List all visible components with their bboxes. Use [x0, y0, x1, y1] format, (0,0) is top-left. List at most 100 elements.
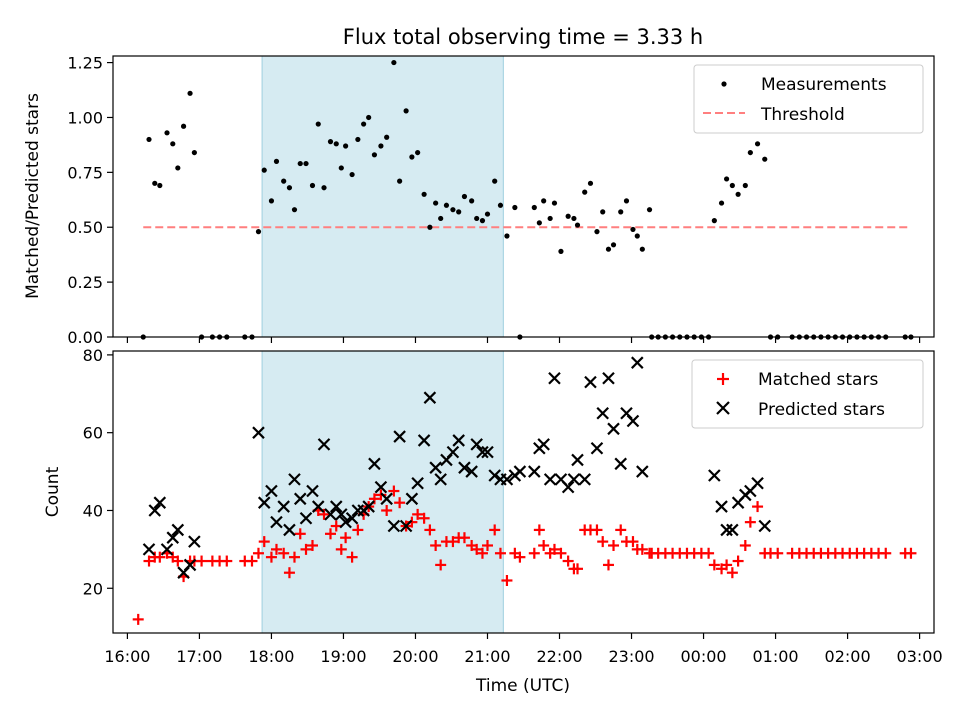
measurement-point	[409, 154, 415, 160]
measurement-point	[273, 158, 280, 164]
top-panel: 0.00 0.25 0.50 0.75 1.00 1.25 Matched/Predict…	[23, 54, 935, 347]
matched-point	[388, 485, 400, 497]
y-tick-label: 1.25	[67, 54, 103, 73]
measurement-point	[461, 193, 468, 200]
matched-point	[752, 501, 764, 513]
matched-point	[494, 547, 506, 559]
x-tick-label: 03:00	[897, 647, 943, 666]
matched-point	[172, 555, 184, 567]
matched-point	[406, 516, 418, 528]
measurement-point	[371, 152, 378, 158]
measurement-point	[281, 178, 287, 184]
measurement-point	[378, 143, 384, 149]
matched-point	[270, 543, 282, 555]
matched-point	[533, 524, 545, 536]
matched-point	[430, 539, 442, 551]
measurement-point	[630, 226, 636, 233]
matched-point	[562, 555, 574, 567]
measurement-point	[618, 209, 624, 215]
predicted-point	[345, 511, 359, 525]
x-tick-label: 17:00	[176, 647, 222, 666]
matched-point	[597, 536, 609, 548]
predicted-point	[567, 473, 581, 486]
predicted-point	[351, 504, 365, 517]
matched-stars-series	[132, 485, 917, 625]
measurement-point	[170, 141, 176, 147]
measurement-point	[321, 185, 327, 191]
predicted-point	[543, 473, 557, 486]
y-tick-label: 20	[83, 579, 103, 598]
matched-point	[744, 516, 756, 528]
measurement-point	[327, 139, 334, 145]
matched-point	[627, 536, 639, 548]
matched-point	[132, 613, 144, 625]
matched-point	[435, 559, 447, 571]
measurement-point	[484, 211, 491, 217]
x-tick-label: 01:00	[753, 647, 799, 666]
predicted-point	[446, 445, 460, 459]
matched-point	[476, 547, 488, 559]
matched-point	[772, 547, 784, 559]
predicted-point	[470, 438, 483, 451]
measurement-point	[479, 218, 486, 224]
legend-measurements-marker	[721, 81, 727, 87]
predicted-point	[751, 476, 764, 490]
predicted-point	[476, 445, 489, 459]
predicted-point	[335, 508, 348, 521]
predicted-point	[399, 519, 413, 533]
measurement-point	[433, 200, 439, 206]
matched-point	[340, 532, 352, 544]
measurement-point	[571, 215, 577, 222]
matched-point	[154, 551, 166, 563]
predicted-point	[339, 515, 352, 529]
matched-point	[346, 551, 358, 563]
measurement-point	[711, 218, 717, 224]
x-tick-label: 22:00	[536, 647, 582, 666]
predicted-point	[726, 523, 739, 537]
measurement-point	[338, 165, 344, 171]
predicted-point	[636, 465, 649, 478]
measurement-point	[547, 215, 553, 222]
measurement-point	[403, 108, 409, 114]
y-tick-label: 40	[83, 501, 103, 520]
predicted-point	[607, 422, 620, 436]
measurement-point	[146, 136, 152, 143]
matched-point	[381, 504, 393, 516]
measurement-point	[157, 182, 163, 189]
measurement-point	[497, 202, 504, 208]
matched-point	[447, 536, 459, 548]
top-y-axis-label: Matched/Predicted stars	[23, 93, 43, 299]
x-tick-label: 00:00	[680, 647, 726, 666]
measurement-point	[623, 198, 630, 204]
y-tick-label: 80	[83, 346, 103, 365]
predicted-point	[715, 500, 728, 513]
measurement-point	[729, 182, 735, 189]
measurement-point	[164, 130, 170, 136]
measurement-point	[639, 246, 645, 252]
predicted-point	[252, 426, 265, 439]
measurement-point	[742, 182, 748, 189]
x-tick-label: 02:00	[825, 647, 871, 666]
matched-point	[602, 559, 614, 571]
measurement-point	[605, 246, 612, 252]
measurement-point	[450, 207, 456, 213]
matched-point	[538, 539, 550, 551]
x-tick-label: 20:00	[392, 647, 438, 666]
bottom-x-axis-ticks: 16:00 17:00 18:00 19:00 20:00 21:00 22:00 23:00…	[104, 633, 943, 666]
matched-point	[424, 524, 436, 536]
predicted-point	[500, 473, 514, 486]
predicted-point	[561, 480, 575, 494]
predicted-point	[142, 543, 156, 556]
measurement-point	[574, 222, 581, 228]
matched-point	[501, 574, 513, 586]
measurement-point	[268, 198, 275, 204]
measurement-point	[397, 178, 403, 184]
top-legend-box	[693, 64, 924, 134]
measurement-point	[291, 207, 298, 213]
measurement-point	[438, 215, 444, 222]
predicted-point	[596, 406, 609, 420]
predicted-point	[166, 531, 180, 544]
measurement-point	[565, 213, 571, 219]
predicted-point	[368, 457, 381, 471]
measurement-point	[384, 134, 390, 140]
